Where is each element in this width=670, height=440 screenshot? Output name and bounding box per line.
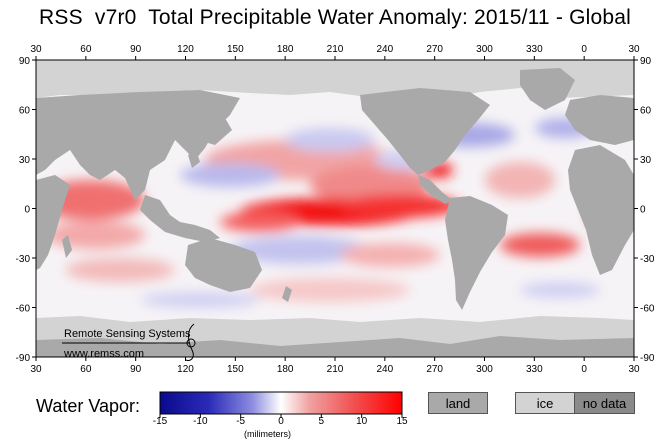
lon-tick-label-top: 120	[177, 44, 194, 55]
lon-tick-label-top: 210	[327, 44, 344, 55]
arctic-ice	[36, 60, 634, 100]
lon-tick-label-bottom: 240	[376, 364, 393, 375]
lat-tick-label-right: -90	[640, 353, 655, 364]
lon-tick-label-top: 60	[80, 44, 92, 55]
lon-tick-label-bottom: 210	[327, 364, 344, 375]
colorbar-tick-label: 0	[278, 416, 284, 427]
lon-tick-label-bottom: 150	[227, 364, 244, 375]
lat-tick-label-right: 60	[640, 106, 652, 117]
legend-ice-swatch: ice	[515, 392, 575, 414]
lon-tick-label-bottom: 30	[30, 364, 42, 375]
lat-tick-label-right: 90	[640, 56, 652, 67]
land-masses	[36, 68, 634, 310]
lon-tick-label-top: 300	[476, 44, 493, 55]
lon-tick-label-top: 330	[526, 44, 543, 55]
lon-tick-label-top: 30	[628, 44, 640, 55]
lat-tick-label-left: 0	[24, 205, 30, 216]
lat-tick-label-left: 60	[19, 106, 31, 117]
colorbar-tick-label: 5	[318, 416, 325, 427]
lon-tick-label-bottom: 180	[277, 364, 294, 375]
lat-tick-label-right: 30	[640, 155, 652, 166]
lon-tick-label-bottom: 30	[628, 364, 640, 375]
colorbar	[159, 391, 403, 415]
legend-land-swatch: land	[428, 392, 488, 414]
lat-tick-label-left: 90	[19, 56, 31, 67]
lon-tick-label-bottom: 90	[130, 364, 142, 375]
credit-org: Remote Sensing Systems	[64, 328, 191, 340]
colorbar-tick-label: 15	[396, 416, 408, 427]
colorbar-units: (milimeters)	[244, 429, 291, 439]
lat-tick-label-left: -30	[16, 254, 31, 265]
lat-tick-label-right: -30	[640, 254, 655, 265]
lat-tick-label-left: -60	[16, 304, 31, 315]
lat-tick-label-right: 0	[640, 205, 646, 216]
lon-tick-label-top: 150	[227, 44, 244, 55]
lon-tick-label-top: 30	[30, 44, 42, 55]
legend-no-data-swatch: no data	[575, 392, 635, 414]
lon-tick-label-bottom: 330	[526, 364, 543, 375]
lon-tick-label-top: 180	[277, 44, 294, 55]
colorbar-tick-label: 10	[356, 416, 368, 427]
lon-tick-label-bottom: 60	[80, 364, 92, 375]
lon-tick-label-top: 240	[376, 44, 393, 55]
legend-label: Water Vapor:	[36, 396, 141, 416]
map-title: RSS v7r0 Total Precipitable Water Anomal…	[39, 6, 631, 29]
antarctica-land	[36, 336, 634, 357]
lon-tick-label-top: 270	[426, 44, 443, 55]
lon-tick-label-bottom: 120	[177, 364, 194, 375]
colorbar-tick-label: -15	[152, 416, 168, 427]
lat-tick-label-left: -90	[16, 353, 31, 364]
lat-tick-label-right: -60	[640, 304, 655, 315]
colorbar-tick-label: -5	[236, 416, 246, 427]
credit-url[interactable]: www.remss.com	[64, 348, 145, 360]
lat-tick-label-left: 30	[19, 155, 31, 166]
lon-tick-label-top: 0	[581, 44, 587, 55]
lon-tick-label-top: 90	[130, 44, 142, 55]
lon-tick-label-bottom: 0	[581, 364, 587, 375]
lon-tick-label-bottom: 300	[476, 364, 493, 375]
lon-tick-label-bottom: 270	[426, 364, 443, 375]
colorbar-tick-label: -10	[193, 416, 208, 427]
